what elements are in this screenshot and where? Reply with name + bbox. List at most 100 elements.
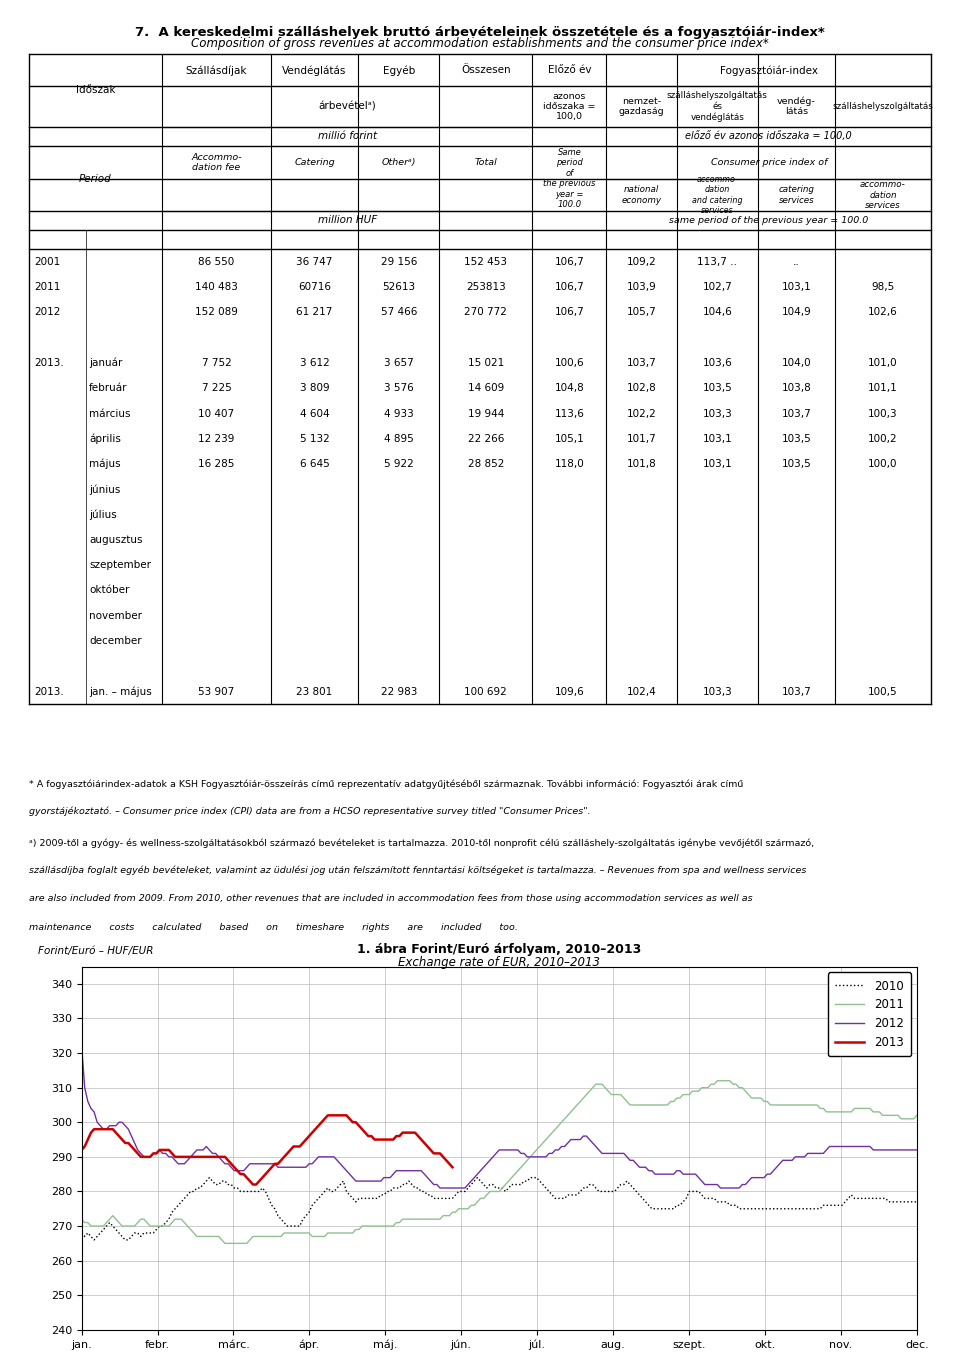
2013 (338, 1108, 349, 1124)
Text: gyorstájékoztató. – Consumer price index (CPI) data are from a HCSO representati: gyorstájékoztató. – Consumer price index… (29, 806, 590, 816)
Text: 14 609: 14 609 (468, 384, 504, 393)
Text: Egyéb: Egyéb (383, 64, 415, 75)
Text: 100,5: 100,5 (868, 687, 898, 696)
Text: vendég-
látás: vendég- látás (777, 96, 816, 117)
Text: 103,3: 103,3 (703, 409, 732, 418)
Text: 103,5: 103,5 (703, 384, 732, 393)
Text: 100,2: 100,2 (868, 433, 898, 444)
2012 (578, 1128, 589, 1145)
2012 (181, 1152, 193, 1168)
2011 (578, 1090, 589, 1106)
Text: 106,7: 106,7 (555, 256, 585, 267)
Text: 2013.: 2013. (35, 358, 64, 367)
Text: december: december (89, 636, 142, 646)
Text: Total: Total (474, 158, 497, 167)
Text: 105,1: 105,1 (555, 433, 585, 444)
Text: 7.  A kereskedelmi szálláshelyek bruttó árbevételeinek összetétele és a fogyaszt: 7. A kereskedelmi szálláshelyek bruttó á… (135, 26, 825, 38)
2012 (378, 1169, 390, 1186)
2010 (88, 1231, 100, 1248)
2012 (76, 1038, 87, 1054)
2010 (911, 1194, 923, 1211)
Text: árbevételᵃ): árbevételᵃ) (319, 101, 376, 111)
2013 (441, 1152, 452, 1168)
2013 (284, 1142, 296, 1158)
Text: nemzet-
gazdaság: nemzet- gazdaság (618, 97, 664, 117)
2010 (76, 1224, 87, 1241)
Text: 29 156: 29 156 (380, 256, 417, 267)
Text: 103,1: 103,1 (781, 282, 811, 292)
2013 (76, 1142, 87, 1158)
Line: 2011: 2011 (82, 1080, 917, 1243)
Text: 104,6: 104,6 (703, 307, 732, 318)
Text: Időszak: Időszak (76, 85, 115, 96)
Text: 253813: 253813 (466, 282, 506, 292)
Text: 103,5: 103,5 (781, 459, 811, 469)
Text: 2011: 2011 (35, 282, 60, 292)
Text: 103,7: 103,7 (781, 409, 811, 418)
Text: 102,2: 102,2 (627, 409, 657, 418)
Text: 5 922: 5 922 (384, 459, 414, 469)
Text: 103,7: 103,7 (781, 687, 811, 696)
Text: Szállásdíjak: Szállásdíjak (185, 64, 248, 75)
Text: 140 483: 140 483 (195, 282, 238, 292)
2010 (621, 1172, 633, 1189)
2012 (434, 1180, 445, 1197)
Text: február: február (89, 384, 128, 393)
Text: augusztus: augusztus (89, 535, 143, 544)
Text: 5 132: 5 132 (300, 433, 329, 444)
Text: 101,1: 101,1 (868, 384, 898, 393)
Text: * A fogyasztóiárindex-adatok a KSH Fogyasztóiár-összeírás című reprezentatív ada: * A fogyasztóiárindex-adatok a KSH Fogya… (29, 780, 743, 790)
2010 (581, 1180, 592, 1197)
Text: 19 944: 19 944 (468, 409, 504, 418)
Text: 103,7: 103,7 (627, 358, 657, 367)
Text: Forint/Euró – HUF/EUR: Forint/Euró – HUF/EUR (38, 946, 154, 956)
Text: szállásdíjba foglalt egyéb bevételeket, valamint az üdulési jog után felszámítot: szállásdíjba foglalt egyéb bevételeket, … (29, 865, 806, 875)
2011 (219, 1235, 230, 1252)
2010 (144, 1224, 156, 1241)
Text: 16 285: 16 285 (199, 459, 234, 469)
Text: 60716: 60716 (298, 282, 331, 292)
Text: 100 692: 100 692 (465, 687, 507, 696)
Text: 152 089: 152 089 (195, 307, 238, 318)
Text: 7 752: 7 752 (202, 358, 231, 367)
Text: Vendéglátás: Vendéglátás (282, 64, 347, 75)
Text: június: június (89, 484, 121, 495)
2013 (375, 1131, 387, 1148)
Text: 109,2: 109,2 (627, 256, 657, 267)
Text: 28 852: 28 852 (468, 459, 504, 469)
Text: 270 772: 270 772 (465, 307, 507, 318)
Text: 57 466: 57 466 (380, 307, 417, 318)
Text: szeptember: szeptember (89, 561, 152, 570)
Text: 102,4: 102,4 (627, 687, 657, 696)
Text: 103,8: 103,8 (781, 384, 811, 393)
Text: 104,9: 104,9 (781, 307, 811, 318)
Text: előző év azonos időszaka = 100,0: előző év azonos időszaka = 100,0 (685, 132, 852, 141)
Text: november: november (89, 610, 142, 621)
Text: Előző év: Előző év (547, 66, 591, 75)
Text: 22 983: 22 983 (380, 687, 417, 696)
Text: október: október (89, 585, 130, 595)
Text: 3 809: 3 809 (300, 384, 329, 393)
Text: 101,7: 101,7 (627, 433, 657, 444)
Text: Same
period
of
the previous
year =
100.0: Same period of the previous year = 100.0 (543, 148, 595, 210)
Text: Összesen: Összesen (461, 66, 511, 75)
Text: 102,6: 102,6 (868, 307, 898, 318)
Text: ᵃ) 2009-től a gyógy- és wellness-szolgáltatásokból származó bevételeket is tarta: ᵃ) 2009-től a gyógy- és wellness-szolgál… (29, 839, 814, 849)
Text: 2013.: 2013. (35, 687, 64, 696)
2013 (248, 1176, 259, 1193)
2011 (119, 1217, 131, 1234)
Text: Consumer price index of: Consumer price index of (710, 158, 827, 167)
Text: 103,1: 103,1 (703, 433, 732, 444)
Text: azonos
időszaka =
100,0: azonos időszaka = 100,0 (543, 92, 595, 122)
Text: 15 021: 15 021 (468, 358, 504, 367)
Text: 105,7: 105,7 (627, 307, 657, 318)
Text: 1. ábra Forint/Euró árfolyam, 2010–2013: 1. ábra Forint/Euró árfolyam, 2010–2013 (357, 943, 641, 956)
Text: 109,6: 109,6 (555, 687, 585, 696)
Text: 3 657: 3 657 (384, 358, 414, 367)
Text: 102,7: 102,7 (703, 282, 732, 292)
Text: jan. – május: jan. – május (89, 687, 152, 696)
Text: national
economy: national economy (621, 185, 661, 204)
Text: catering
services: catering services (779, 185, 814, 204)
Text: 101,0: 101,0 (868, 358, 898, 367)
Text: maintenance      costs      calculated      based      on      timeshare      ri: maintenance costs calculated based on ti… (29, 923, 517, 931)
